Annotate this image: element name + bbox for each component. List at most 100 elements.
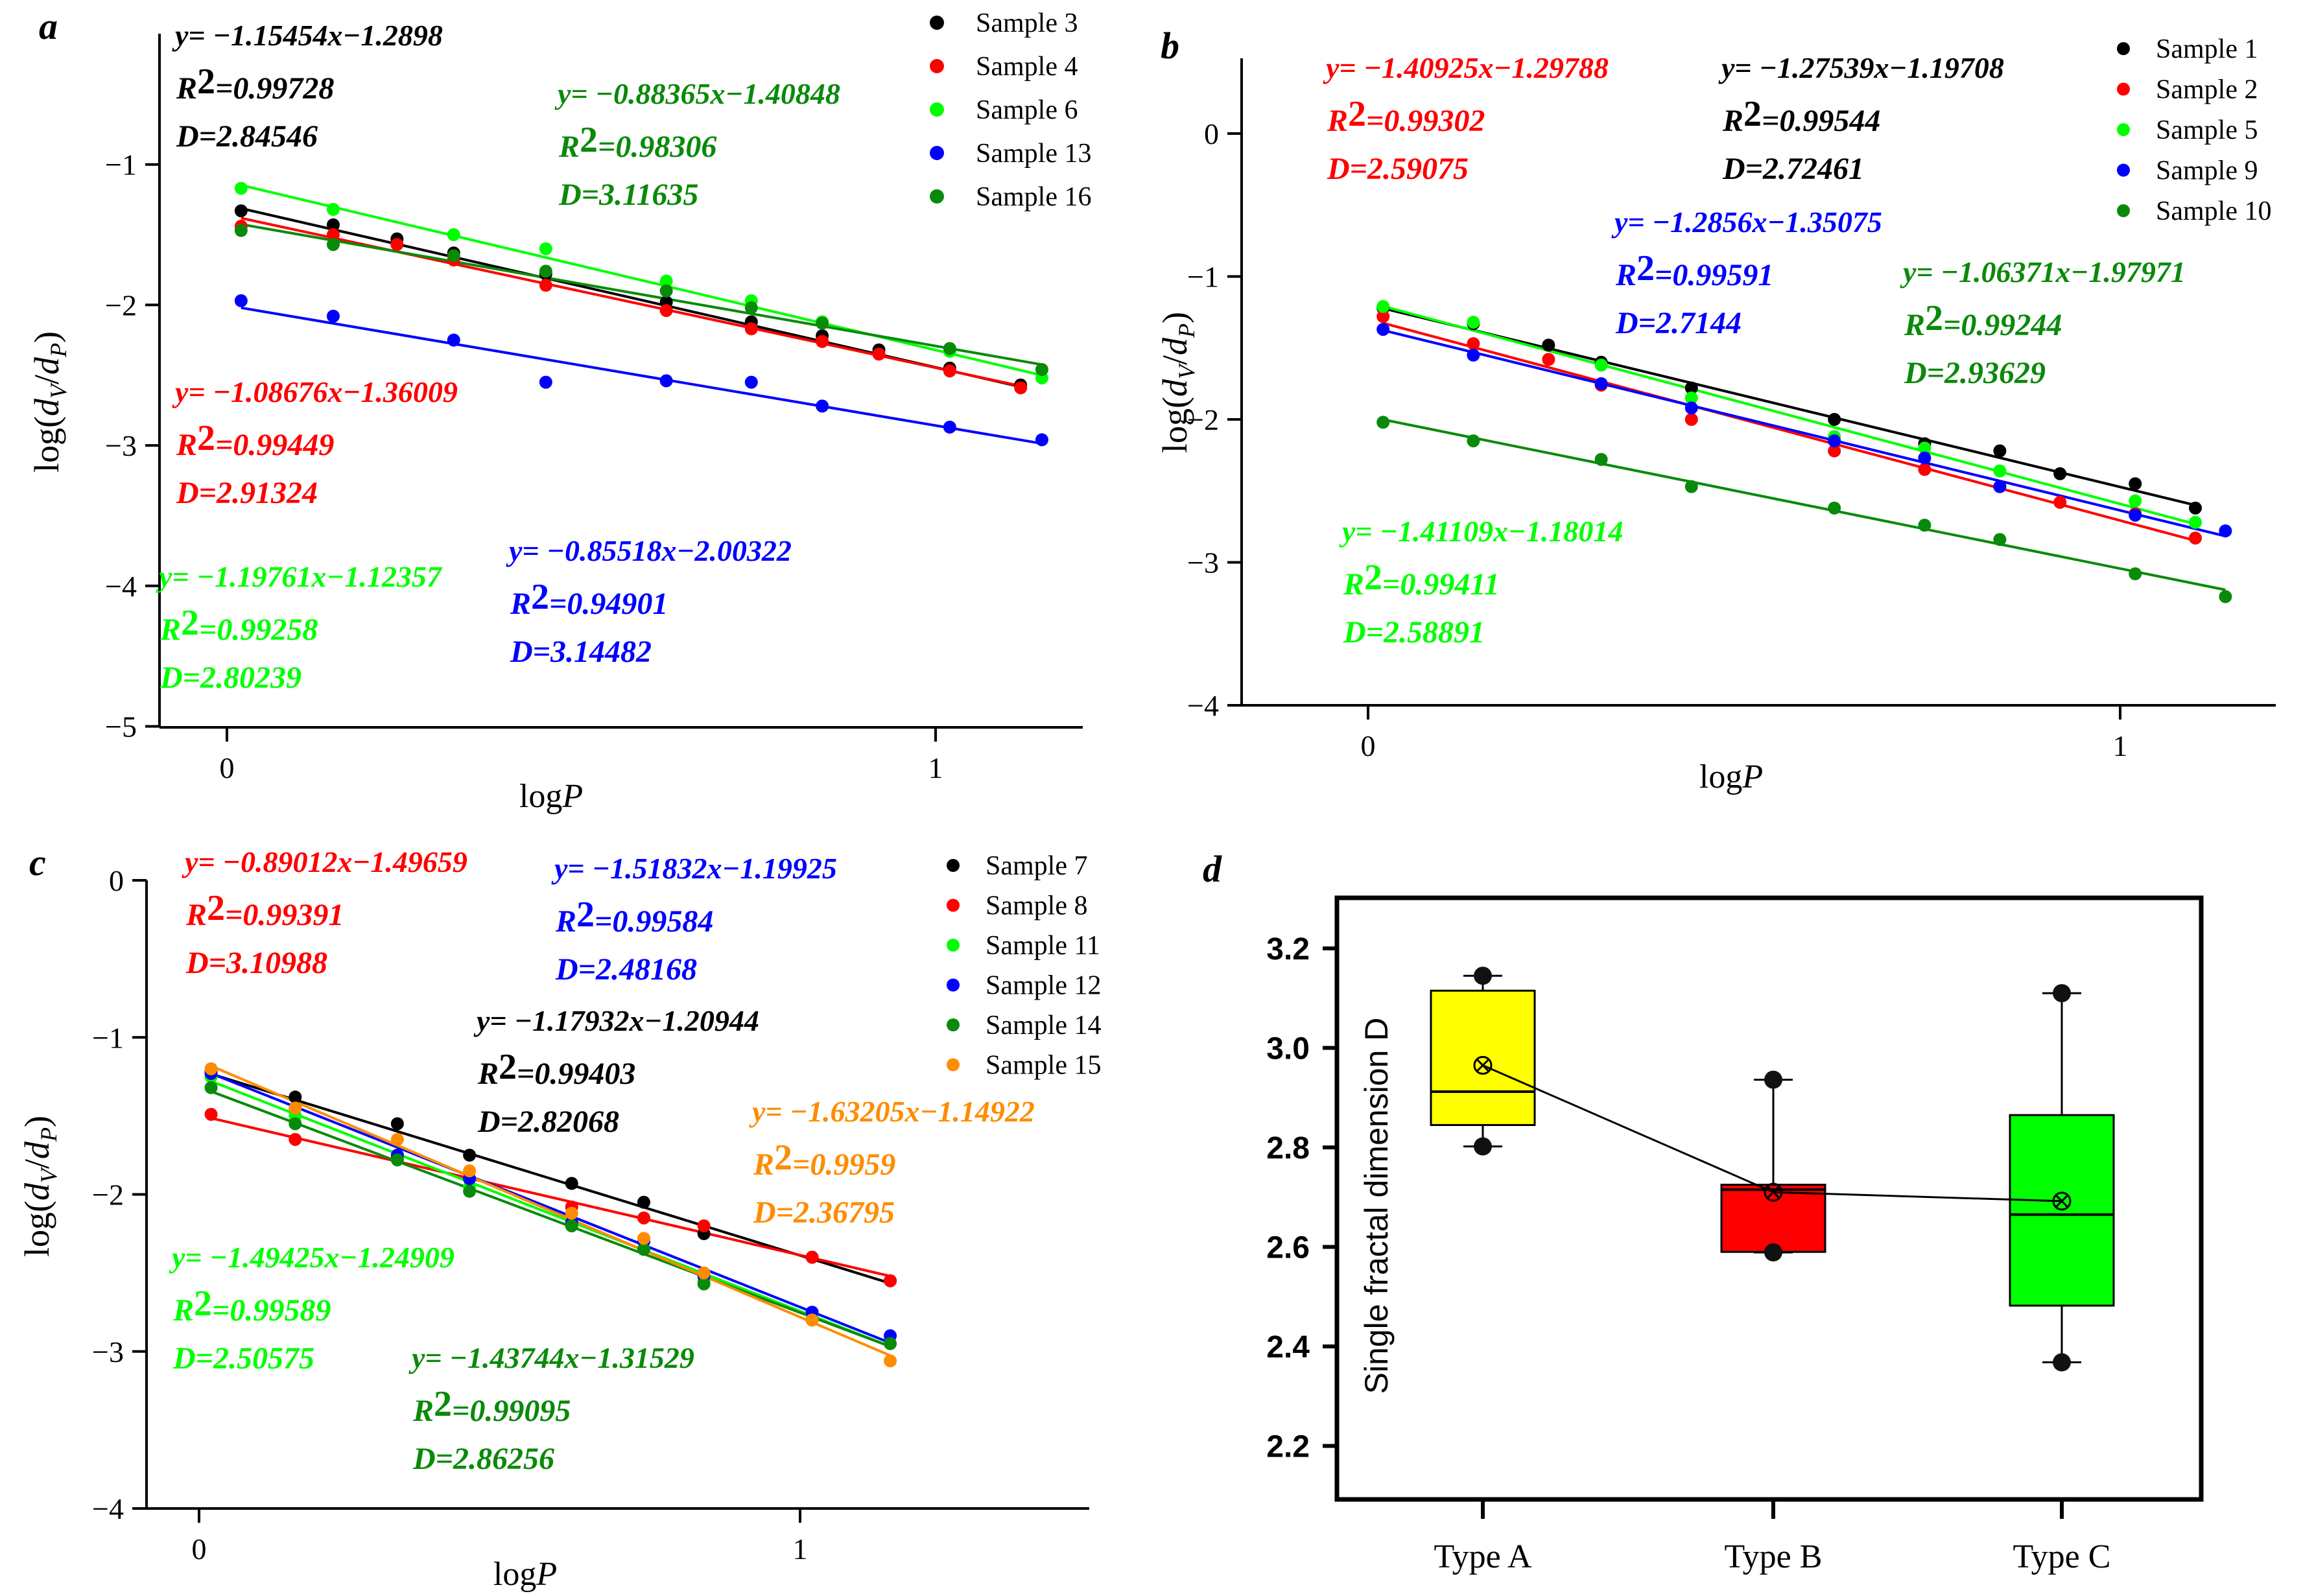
panel-d-x-ticks: Type A Type B Type C	[1434, 1499, 2110, 1575]
legend-label: Sample 6	[976, 95, 1078, 125]
fit-line	[1382, 305, 2196, 526]
data-point	[1993, 464, 2007, 478]
data-point	[1376, 310, 1390, 323]
data-point	[816, 334, 829, 348]
legend-label: Sample 2	[2156, 75, 2258, 105]
data-point	[565, 1177, 578, 1190]
data-point	[1684, 401, 1698, 415]
data-point	[447, 333, 460, 347]
data-point	[1594, 377, 1608, 390]
legend-marker	[930, 16, 944, 30]
fit-line	[210, 1090, 891, 1348]
fit-line	[210, 1072, 891, 1344]
x-tick-label: 0	[192, 1532, 207, 1566]
annotation-d: D=2.48168	[555, 952, 697, 987]
panel-b-x-label: logP	[1699, 758, 1763, 795]
panel-d-frame	[1334, 895, 2204, 1502]
panel-a-y-ticks: −1 −2 −3 −4 −5	[105, 148, 159, 744]
annotation-equation: y= −0.89012x−1.49659	[182, 845, 467, 878]
data-point	[943, 420, 956, 434]
data-point	[2053, 467, 2067, 480]
legend-label: Sample 8	[986, 891, 1087, 921]
panel-b-legend: Sample 1 Sample 2 Sample 5 Sample 9 Sample 1…	[2117, 34, 2271, 226]
data-point	[1993, 480, 2007, 493]
data-point	[2219, 590, 2232, 604]
data-point	[2189, 515, 2202, 529]
annotation-equation: y= −1.41109x−1.18014	[1339, 515, 1623, 548]
fit-line	[241, 306, 1043, 445]
legend-marker	[947, 978, 960, 992]
annotation-r2: R2=0.99589	[172, 1284, 331, 1328]
annotation-r2: R2=0.99411	[1343, 557, 1500, 602]
annotation-d: D=2.50575	[172, 1341, 314, 1376]
mean-marker	[2052, 1191, 2072, 1211]
data-point	[1376, 416, 1390, 429]
data-point	[326, 203, 340, 217]
data-point	[539, 242, 552, 255]
annotation-d: D=2.93629	[1904, 356, 2046, 390]
legend-label: Sample 3	[976, 8, 1078, 38]
data-point	[2129, 508, 2142, 522]
panel-c-letter: c	[29, 841, 46, 884]
panel-b-annotations: y= −1.40925x−1.29788 R2=0.99302 D=2.59075 y…	[1323, 51, 2186, 650]
y-tick-label: −5	[105, 710, 137, 744]
annotation-r2: R2=0.99258	[159, 603, 318, 647]
fit-line	[241, 223, 1043, 366]
annotation-equation: y= −1.19761x−1.12357	[156, 560, 443, 593]
legend-marker	[947, 1058, 960, 1072]
data-point	[659, 374, 673, 388]
y-tick-label: 2.8	[1266, 1131, 1310, 1166]
annotation-r2: R2=0.98306	[558, 120, 716, 164]
data-point	[2189, 532, 2202, 545]
annotation-equation: y= −1.43744x−1.31529	[408, 1341, 694, 1374]
data-point	[1594, 452, 1608, 466]
data-point	[326, 238, 340, 252]
annotation-equation: y= −1.49425x−1.24909	[169, 1241, 455, 1274]
data-point	[390, 1153, 404, 1167]
annotation-r2: R2=0.99403	[477, 1047, 635, 1091]
annotation-d: D=3.10988	[185, 946, 327, 980]
data-point	[463, 1164, 477, 1178]
y-tick-label: 3.0	[1266, 1032, 1310, 1066]
data-point	[1828, 413, 1841, 426]
data-point	[1014, 381, 1028, 395]
data-point	[1467, 348, 1480, 362]
y-tick-label: −4	[92, 1492, 124, 1525]
data-point	[565, 1206, 578, 1220]
x-tick-label: 0	[1361, 729, 1376, 762]
annotation-r2: R2=0.99391	[185, 888, 344, 932]
legend-marker	[930, 102, 944, 117]
data-point	[463, 1148, 477, 1162]
annotation-d: D=2.84546	[176, 119, 318, 154]
annotation-d: D=2.58891	[1343, 615, 1485, 650]
y-tick-label: −3	[92, 1335, 124, 1368]
legend-marker	[947, 859, 960, 872]
data-point	[697, 1219, 711, 1232]
data-point	[744, 301, 758, 314]
data-point	[1035, 363, 1048, 377]
legend-marker	[930, 146, 944, 160]
annotation-d: D=2.36795	[753, 1195, 895, 1230]
data-point	[2129, 494, 2142, 508]
y-tick-label: 2.4	[1266, 1330, 1310, 1365]
data-point	[2129, 567, 2142, 581]
panel-c-annotations: y= −0.89012x−1.49659 R2=0.99391 D=3.10988 y…	[169, 845, 1035, 1476]
annotation-d: D=2.82068	[477, 1105, 619, 1139]
legend-label: Sample 11	[986, 931, 1100, 961]
legend-marker	[2117, 163, 2130, 177]
y-tick-label: −1	[105, 148, 137, 182]
annotation-equation: y= −1.08676x−1.36009	[172, 375, 458, 408]
annotation-r2: R2=0.9959	[753, 1138, 895, 1182]
data-point	[659, 284, 673, 298]
data-point	[1376, 323, 1390, 336]
annotation-r2: R2=0.99449	[176, 418, 334, 462]
legend-label: Sample 7	[986, 851, 1087, 881]
data-point	[539, 279, 552, 292]
data-point	[1918, 451, 1931, 465]
panel-a-legend: Sample 3 Sample 4 Sample 6 Sample 13 Sample …	[930, 8, 1091, 212]
data-point	[697, 1266, 711, 1280]
